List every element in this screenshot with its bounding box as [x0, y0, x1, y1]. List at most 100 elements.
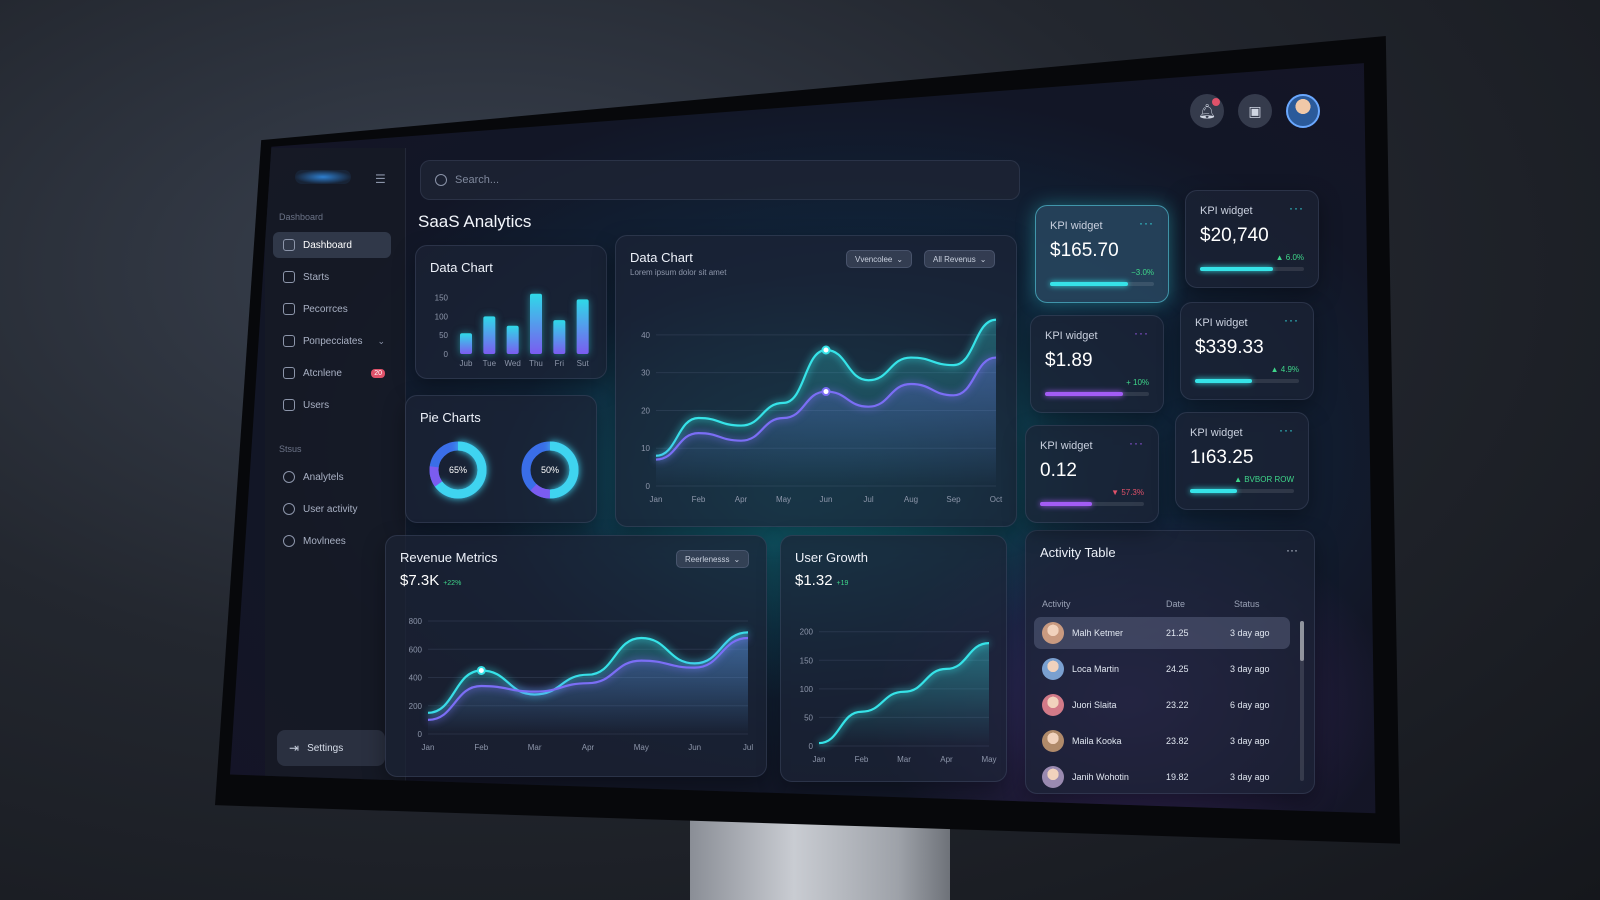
table-scrollbar[interactable] — [1300, 621, 1304, 781]
sidebar-item-1[interactable]: Starts — [273, 264, 391, 290]
x-tick-label: May — [981, 755, 996, 764]
kpi-progress-fill — [1190, 489, 1237, 493]
table-row[interactable]: Loca Martin 24.25 3 day ago — [1034, 653, 1290, 685]
more-options-icon[interactable]: ··· — [1134, 326, 1149, 340]
row-date: 21.25 — [1166, 628, 1189, 638]
more-options-icon[interactable]: ··· — [1129, 436, 1144, 450]
sidebar-section-dashboard: Dashboard — [279, 212, 324, 222]
user-growth-amount: $1.32 — [795, 572, 833, 589]
calendar-icon[interactable]: ▣ — [1238, 94, 1272, 128]
settings-button[interactable]: ⇥ Settings — [277, 730, 385, 766]
kpi-widget-5[interactable]: KPI widget ··· 1ı63.25 ▲ BVBOR ROW — [1175, 412, 1309, 510]
x-tick-label: Feb — [474, 743, 488, 752]
data-point[interactable] — [821, 387, 831, 397]
clock-icon — [283, 471, 295, 483]
user-growth-card: User Growth $1.32 +19 0 50 100 150 200 Jan Feb M… — [780, 535, 1007, 782]
kpi-progress-track — [1050, 282, 1154, 286]
bar[interactable] — [460, 333, 472, 354]
kpi-widget-1[interactable]: KPI widget ··· $20,740 ▲ 6.0% — [1185, 190, 1319, 288]
sidebar-item-0[interactable]: Dashboard — [273, 232, 391, 258]
data-point[interactable] — [821, 345, 831, 355]
x-tick-label: Jan — [422, 743, 435, 752]
bar[interactable] — [506, 325, 519, 354]
revenue-value: $7.3K +22% — [400, 572, 461, 589]
main-chart-dropdown-1[interactable]: Vvencolee ⌄ — [846, 250, 913, 268]
row-status: 3 day ago — [1230, 736, 1270, 746]
revenue-dropdown[interactable]: Reerlenesss ⌄ — [676, 550, 750, 568]
search-input[interactable]: Search... — [455, 174, 500, 186]
kpi-value: $20,740 — [1200, 225, 1269, 246]
kpi-progress-fill — [1045, 392, 1123, 396]
table-row[interactable]: Maila Kooka 23.82 3 day ago — [1034, 725, 1290, 757]
kpi-progress-fill — [1050, 282, 1128, 286]
sidebar-item-label: Dashboard — [303, 239, 352, 251]
series-line — [818, 642, 990, 745]
row-name: Loca Martin — [1072, 664, 1120, 674]
col-date: Date — [1166, 599, 1186, 609]
more-options-icon[interactable]: ··· — [1289, 201, 1304, 215]
sidebar-item-label: Movlnees — [303, 535, 346, 547]
scrollbar-thumb[interactable] — [1300, 621, 1304, 661]
notification-bell-icon[interactable]: 🔔︎ — [1190, 94, 1224, 128]
kpi-widget-4[interactable]: KPI widget ··· 0.12 ▼ 57.3% — [1025, 425, 1159, 523]
kpi-progress-track — [1190, 489, 1294, 493]
bar[interactable] — [530, 293, 542, 354]
more-options-icon[interactable]: ··· — [1279, 423, 1294, 437]
sidebar-item-label: Users — [303, 399, 330, 411]
sidebar-item-3[interactable]: Ропрессіаtes ⌄ — [273, 328, 391, 354]
avatar — [1042, 694, 1064, 716]
kpi-label: KPI widget — [1200, 205, 1253, 217]
sidebar-item-2[interactable]: Ресоrrces — [273, 296, 391, 322]
kpi-progress-fill — [1040, 502, 1092, 506]
kpi-widget-3[interactable]: KPI widget ··· $339.33 ▲ 4.9% — [1180, 302, 1314, 400]
search-bar[interactable]: Search... — [420, 160, 1020, 200]
sidebar-item-4[interactable]: Atcnlene 20 — [273, 360, 391, 386]
main-chart-dropdown-2[interactable]: All Revenus ⌄ — [924, 250, 996, 268]
donut-slice[interactable] — [521, 441, 579, 499]
menu-toggle-icon[interactable]: ☰ — [375, 172, 386, 186]
table-row[interactable]: Malh Ketmer 21.25 3 day ago — [1034, 617, 1290, 649]
kpi-widget-2[interactable]: KPI widget ··· $1.89 + 10% — [1030, 315, 1164, 413]
bar[interactable] — [483, 316, 496, 354]
y-tick-label: 50 — [804, 713, 813, 722]
x-tick-label: Thu — [529, 359, 543, 368]
chevron-down-icon[interactable]: ⌄ — [377, 335, 385, 346]
kpi-widget-0[interactable]: KPI widget ··· $165.70 −3.0% — [1035, 205, 1169, 303]
sidebar-status-item-2[interactable]: Movlnees — [273, 528, 391, 554]
table-row[interactable]: Juori Slaita 23.22 6 day ago — [1034, 689, 1290, 721]
x-tick-label: Fri — [555, 359, 565, 368]
x-tick-label: Jun — [688, 743, 701, 752]
bar[interactable] — [576, 299, 589, 354]
sidebar-status-item-0[interactable]: Analytels — [273, 464, 391, 490]
notification-dot — [1212, 98, 1220, 106]
sidebar-item-5[interactable]: Users — [273, 392, 391, 418]
y-tick-label: 100 — [435, 312, 449, 321]
kpi-delta: −3.0% — [1131, 268, 1154, 277]
sidebar-item-label: Analytels — [303, 471, 344, 483]
more-options-icon[interactable]: ··· — [1139, 216, 1154, 230]
table-row[interactable]: Janih Wohotin 19.82 3 day ago — [1034, 761, 1290, 793]
grid-icon — [283, 239, 295, 251]
data-point[interactable] — [476, 665, 486, 675]
row-status: 3 day ago — [1230, 772, 1270, 782]
sidebar-status-item-1[interactable]: User activity — [273, 496, 391, 522]
revenue-delta: +22% — [443, 580, 462, 587]
top-actions: 🔔︎ ▣ — [1190, 94, 1320, 128]
sidebar-item-label: User activity — [303, 503, 358, 515]
bar-chart: 0 50 100 150 Jub Tue Wed Thu Fri Sut — [435, 293, 590, 368]
y-tick-label: 100 — [800, 685, 814, 694]
kpi-value: $165.70 — [1050, 240, 1119, 261]
kpi-progress-track — [1200, 267, 1304, 271]
kpi-label: KPI widget — [1050, 220, 1103, 232]
user-avatar[interactable] — [1286, 94, 1320, 128]
dropdown-2-label: All Revenus — [933, 254, 976, 264]
bar[interactable] — [553, 320, 566, 354]
sidebar-section-status: Stsus — [279, 444, 302, 454]
more-options-icon[interactable]: ··· — [1284, 313, 1299, 327]
kpi-value: $1.89 — [1045, 350, 1093, 371]
kpi-progress-track — [1045, 392, 1149, 396]
more-options-icon[interactable]: ··· — [1286, 543, 1298, 557]
donut-slice[interactable] — [429, 441, 487, 499]
series-line — [427, 636, 749, 721]
donut-slice[interactable] — [429, 441, 487, 499]
